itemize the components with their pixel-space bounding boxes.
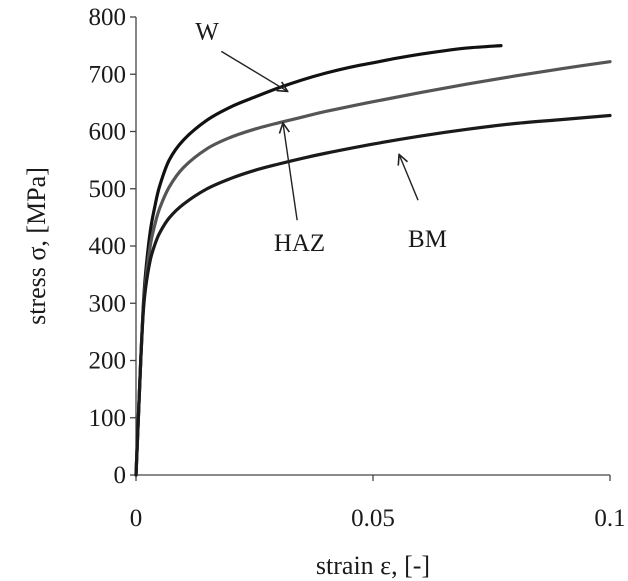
x-axis-ticks: 0 0.05 0.1 bbox=[130, 475, 626, 532]
y-tick-label: 0 bbox=[114, 462, 127, 489]
series-line-w bbox=[134, 44, 503, 477]
annotations: W HAZ BM bbox=[195, 18, 447, 257]
axes bbox=[135, 17, 610, 476]
y-tick-label: 200 bbox=[89, 348, 127, 375]
x-tick-label: 0.05 bbox=[351, 505, 395, 532]
series-layer bbox=[134, 44, 612, 477]
annotation-arrow-haz bbox=[283, 123, 298, 221]
annotation-label-w: W bbox=[195, 18, 219, 45]
y-axis-ticks: 0 100 200 300 400 500 600 700 800 bbox=[89, 4, 136, 489]
y-tick-label: 700 bbox=[89, 61, 127, 88]
annotation-label-haz: HAZ bbox=[274, 230, 325, 257]
annotation-arrow-w bbox=[220, 50, 287, 91]
annotation-label-bm: BM bbox=[408, 226, 447, 253]
y-tick-label: 400 bbox=[89, 233, 127, 260]
y-axis-title: stress σ, [MPa] bbox=[22, 167, 51, 325]
x-tick-label: 0.1 bbox=[594, 505, 625, 532]
series-line-bm bbox=[134, 113, 612, 477]
y-tick-label: 100 bbox=[89, 405, 127, 432]
y-tick-label: 300 bbox=[89, 290, 127, 317]
x-axis-title: strain ε, [-] bbox=[316, 551, 430, 580]
series-line-haz bbox=[134, 60, 612, 477]
y-tick-label: 500 bbox=[89, 176, 127, 203]
annotation-arrow-bm bbox=[399, 154, 419, 201]
x-tick-label: 0 bbox=[130, 505, 143, 532]
y-tick-label: 800 bbox=[89, 4, 127, 31]
y-tick-label: 600 bbox=[89, 119, 127, 146]
